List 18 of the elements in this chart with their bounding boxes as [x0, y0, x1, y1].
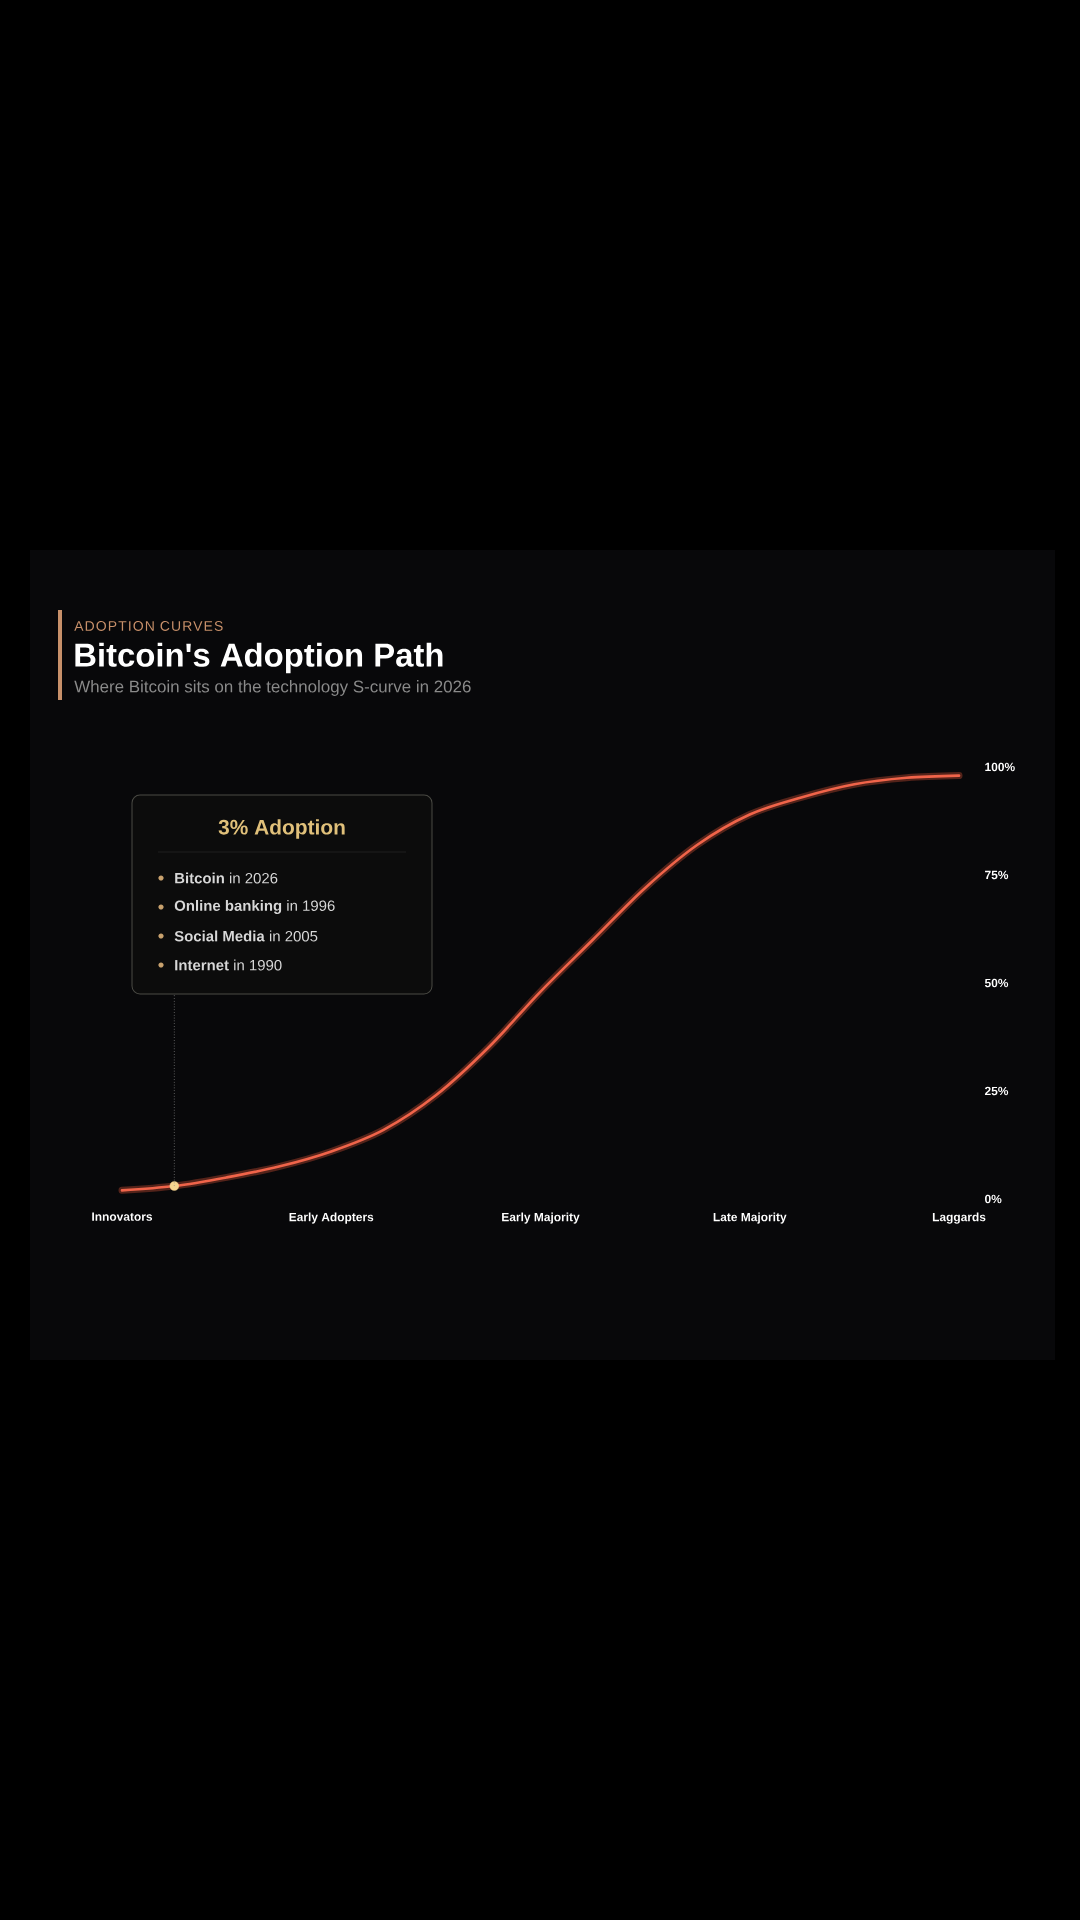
x-tick-label: Innovators	[92, 1212, 153, 1221]
y-tick-label: 25%	[984, 1086, 1009, 1096]
chart-title: Bitcoin's Adoption Path	[75, 642, 443, 674]
annotation: Social Media in 2005	[174, 930, 318, 942]
annotation: 3% Adoption	[218, 819, 345, 839]
text: ADOPTION CURVES	[74, 621, 223, 631]
annotation: Internet in 1990	[175, 959, 282, 971]
x-tick-label: Early Majority	[502, 1212, 580, 1224]
annotation: Online banking in 1996	[174, 899, 335, 914]
chart-subtitle: Where Bitcoin sits on the technology S-curve in 2026	[74, 680, 471, 696]
x-tick-label: Early Adopters	[289, 1212, 374, 1224]
annotation: Bitcoin in 2026	[175, 872, 278, 884]
x-tick-label: Late Majority	[713, 1212, 787, 1224]
y-tick-label: 0%	[985, 1194, 1002, 1204]
y-tick-label: 75%	[985, 870, 1009, 880]
y-tick-label: 50%	[984, 978, 1009, 988]
y-tick-label: 100%	[985, 762, 1015, 772]
x-tick-label: Laggards	[932, 1212, 986, 1224]
